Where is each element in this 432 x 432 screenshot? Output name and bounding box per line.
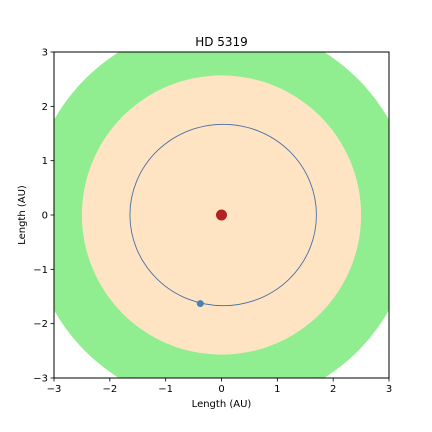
y-tick-label: −2: [33, 319, 48, 330]
y-tick-label: −3: [33, 374, 48, 385]
y-tick-label: 1: [42, 156, 48, 167]
x-axis-ticks: −3 −2 −1 0 1 2 3: [47, 378, 392, 395]
y-tick-label: −1: [33, 265, 48, 276]
y-tick-label: 2: [42, 102, 48, 113]
y-axis-label: Length (AU): [17, 185, 28, 245]
x-tick-label: 2: [330, 384, 336, 395]
chart-title: HD 5319: [195, 35, 248, 49]
y-axis-ticks: −3 −2 −1 0 1 2 3: [33, 48, 54, 385]
x-axis-label: Length (AU): [192, 399, 252, 410]
x-tick-label: 0: [218, 384, 224, 395]
x-tick-label: −2: [102, 384, 117, 395]
x-tick-label: 3: [386, 384, 392, 395]
x-tick-label: −1: [158, 384, 173, 395]
x-tick-label: −3: [47, 384, 62, 395]
x-tick-label: 1: [274, 384, 280, 395]
planet-marker: [196, 300, 204, 308]
star-marker: [216, 209, 227, 221]
planet-orbit-path: [129, 123, 317, 307]
y-tick-label: 0: [42, 211, 48, 222]
y-tick-label: 3: [42, 48, 48, 59]
